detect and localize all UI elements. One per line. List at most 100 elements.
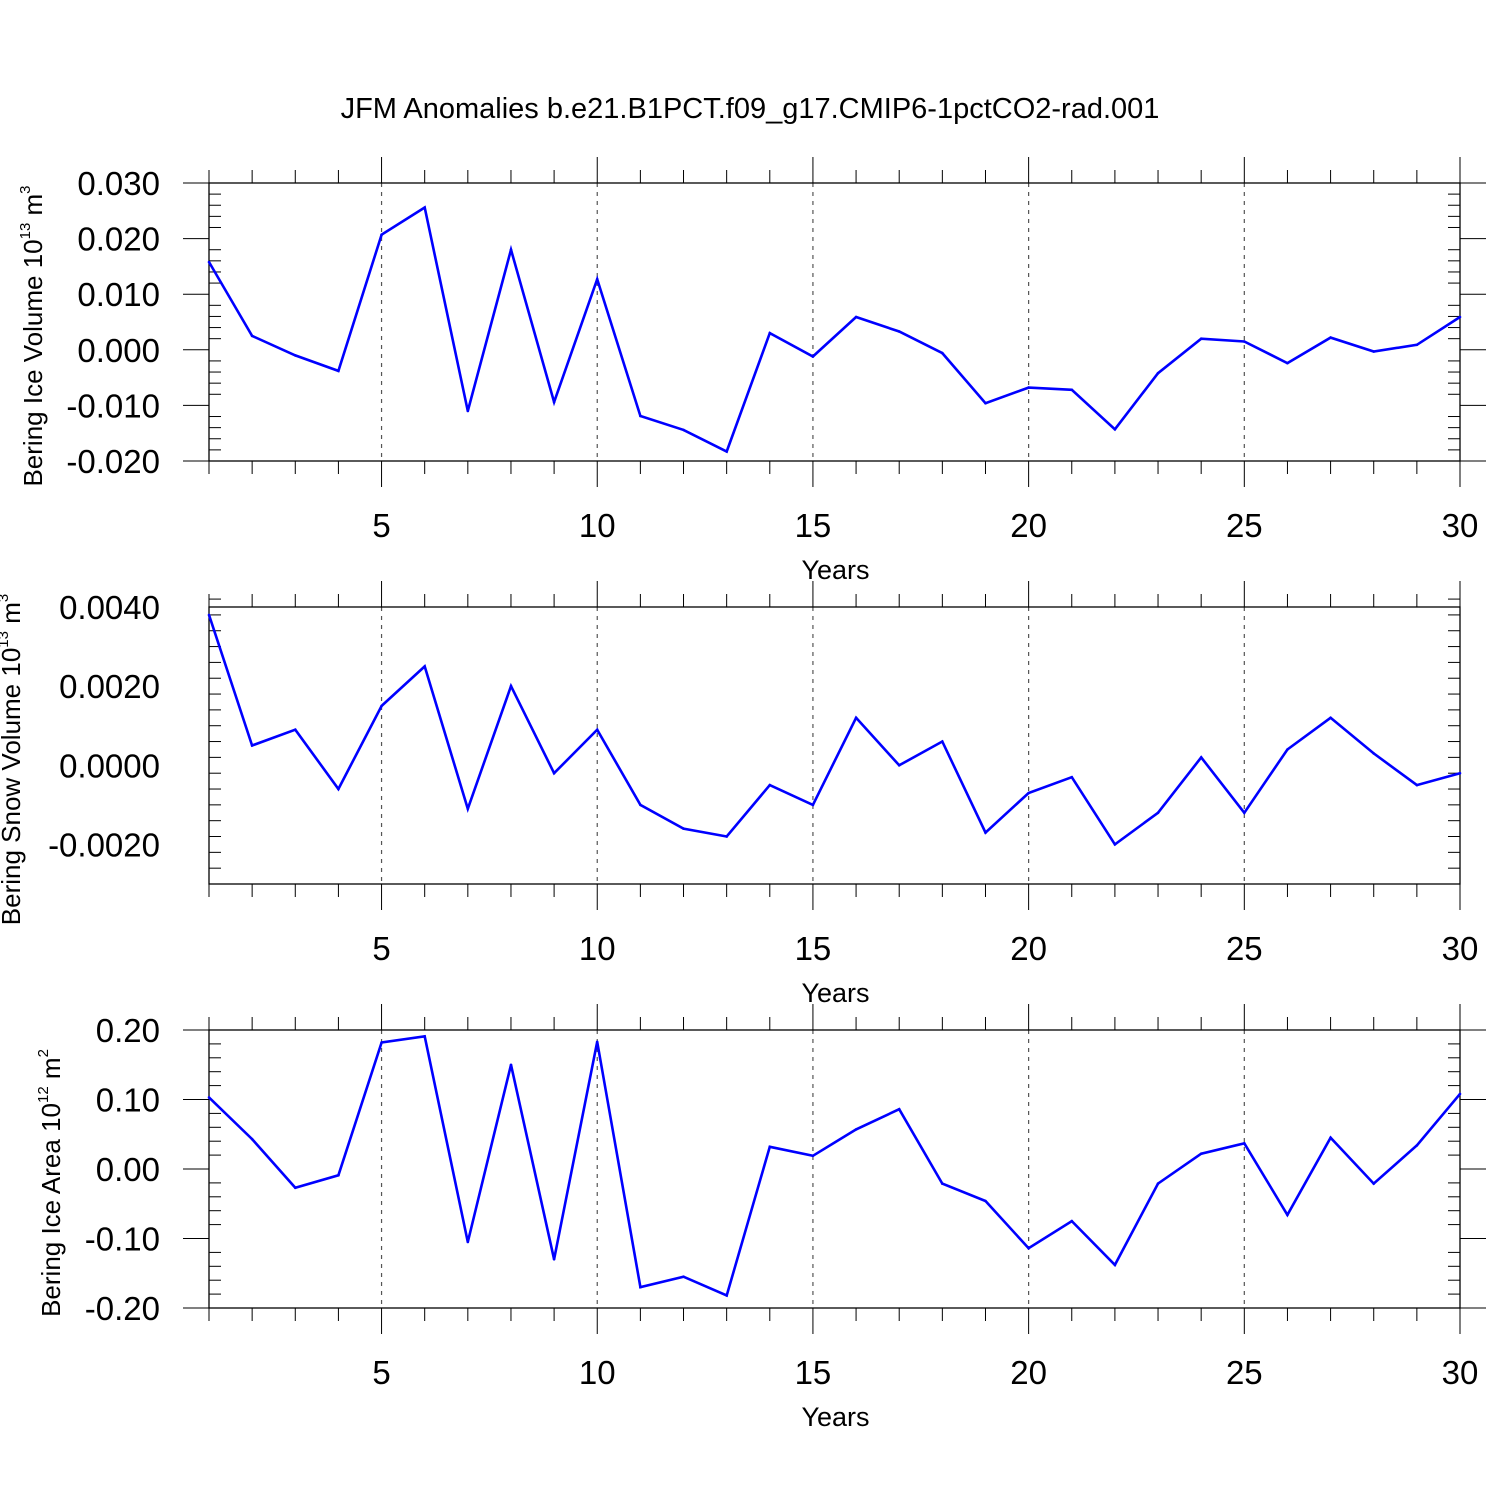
data-point [1372, 1182, 1375, 1185]
data-point [423, 206, 427, 209]
data-point [1415, 1144, 1419, 1147]
x-axis-label: Years [801, 1402, 869, 1432]
data-point [250, 744, 254, 747]
x-tick-label: 20 [1010, 507, 1047, 544]
data-point [1199, 337, 1203, 341]
data-point [466, 409, 470, 413]
y-tick-label: -0.020 [66, 443, 160, 480]
data-point [423, 1035, 427, 1038]
data-point [639, 414, 642, 418]
y-axis-label: Bering Snow Volume 1013 m3 [0, 594, 26, 925]
y-axis-label-unit: m [36, 1057, 66, 1086]
x-tick-label: 30 [1442, 507, 1479, 544]
data-point [509, 1063, 513, 1067]
y-axis-label: Bering Ice Area 1012 m2 [35, 1049, 66, 1317]
y-axis-label-unit-exponent: 2 [35, 1049, 52, 1057]
data-point [509, 248, 513, 251]
data-point [1243, 811, 1246, 815]
data-point [725, 835, 728, 838]
data-point [854, 716, 858, 720]
y-tick-label: -0.20 [85, 1290, 160, 1327]
y-tick-label: 0.10 [96, 1082, 160, 1119]
data-point [1027, 1246, 1030, 1250]
y-axis-label-exponent: 12 [35, 1086, 52, 1103]
data-point [595, 277, 599, 281]
data-point [897, 330, 901, 333]
data-point [941, 1182, 944, 1185]
series-line [208, 1034, 1461, 1298]
y-axis-label-unit-exponent: 3 [0, 594, 12, 602]
data-point [1372, 752, 1375, 755]
data-point [1070, 775, 1074, 779]
data-point [768, 783, 772, 787]
data-point [207, 1096, 211, 1099]
data-point [941, 351, 944, 355]
y-tick-label: 0.000 [77, 332, 160, 369]
data-point [725, 450, 728, 453]
data-point [509, 684, 513, 688]
chart-panel-2: -0.0020 0.0000 0.0020 0.0040 5 10 15 20 25 30 Year… [0, 581, 1478, 1008]
y-axis-label-main: Bering Ice Area 10 [36, 1103, 66, 1317]
data-point [552, 771, 556, 775]
data-point [1156, 371, 1160, 375]
plot-frame [208, 182, 1461, 462]
data-point [552, 400, 556, 404]
data-point [1156, 811, 1160, 815]
data-point [1027, 386, 1030, 389]
data-point [854, 315, 858, 319]
y-axis-label-unit: m [18, 194, 48, 223]
data-point [811, 803, 815, 807]
data-point [1156, 1182, 1160, 1185]
chart-panel-3: -0.20 -0.10 0.00 0.10 0.20 5 10 15 20 25 30 Years Be… [35, 1004, 1486, 1432]
x-tick-label: 5 [372, 507, 390, 544]
data-point [294, 354, 297, 357]
data-point [639, 803, 642, 807]
data-point [1113, 428, 1117, 431]
y-axis-label-exponent: 13 [17, 223, 34, 240]
x-tick-label: 20 [1010, 1354, 1047, 1391]
data-point [768, 1145, 772, 1149]
data-point [811, 355, 815, 358]
data-point [1415, 783, 1419, 787]
data-point [1070, 388, 1074, 392]
data-point [897, 1107, 901, 1111]
data-point [1415, 343, 1419, 347]
data-point [1286, 1213, 1289, 1217]
plot-frame [208, 606, 1461, 885]
data-point [595, 728, 599, 731]
data-point [250, 334, 254, 338]
x-tick-label: 20 [1010, 930, 1047, 967]
data-point [984, 401, 987, 405]
x-tick-label: 10 [579, 507, 616, 544]
data-point [1372, 350, 1375, 353]
data-point [682, 827, 685, 830]
data-point [725, 1294, 728, 1297]
figure-title: JFM Anomalies b.e21.B1PCT.f09_g17.CMIP6-… [341, 93, 1160, 125]
data-point [941, 740, 944, 743]
y-tick-label: -0.0020 [48, 826, 160, 863]
x-tick-label: 10 [579, 1354, 616, 1391]
data-point [250, 1137, 254, 1141]
x-tick-label: 25 [1226, 1354, 1263, 1391]
data-point [984, 831, 987, 834]
x-tick-label: 25 [1226, 930, 1263, 967]
data-point [207, 613, 211, 617]
x-tick-label: 15 [795, 1354, 832, 1391]
y-tick-label: 0.0040 [59, 589, 160, 626]
chart-panel-1: -0.020 -0.010 0.000 0.010 0.020 0.030 5 10 15 20 2… [17, 157, 1486, 585]
data-point [1243, 340, 1246, 343]
y-axis-label-main: Bering Ice Volume 10 [18, 239, 48, 486]
y-axis-label-main: Bering Snow Volume 10 [0, 648, 26, 926]
data-point [207, 260, 211, 264]
x-tick-label: 30 [1442, 930, 1479, 967]
data-point [380, 233, 383, 236]
data-point [380, 1041, 383, 1044]
x-tick-label: 30 [1442, 1354, 1479, 1391]
data-point [1329, 1136, 1332, 1139]
y-tick-label: 0.00 [96, 1151, 160, 1188]
data-point [1329, 336, 1332, 339]
y-axis-label-exponent: 13 [0, 631, 12, 648]
y-tick-label: -0.10 [85, 1221, 160, 1258]
data-point [854, 1128, 858, 1131]
data-point [639, 1285, 642, 1289]
